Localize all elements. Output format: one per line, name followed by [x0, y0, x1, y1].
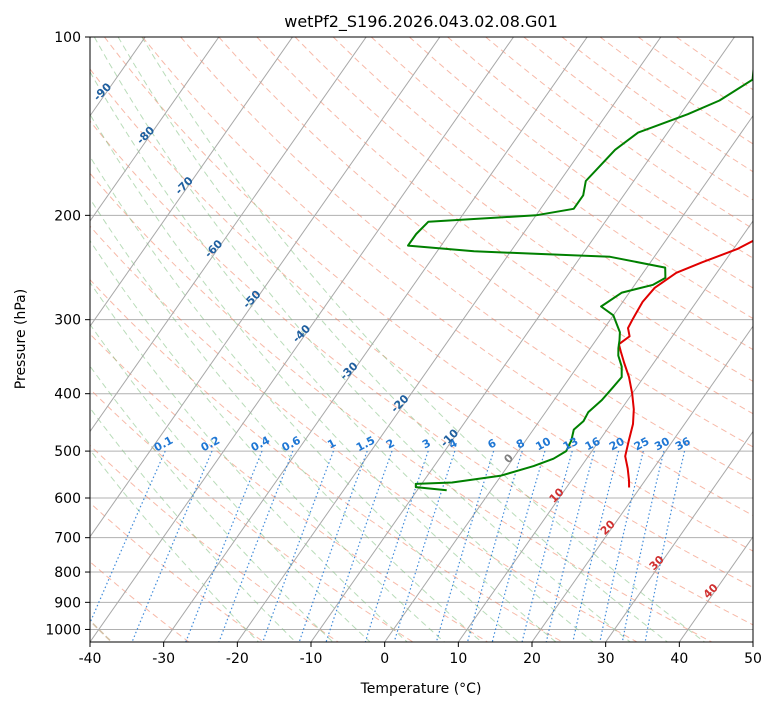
- mixing-ratio-label: 13: [561, 435, 581, 454]
- dry-adiabat: [90, 561, 190, 642]
- dry-adiabat: [142, 37, 753, 517]
- x-tick-label: 30: [597, 651, 615, 667]
- mixing-ratio-line: [599, 450, 644, 642]
- mixing-ratio-label: 25: [632, 435, 652, 454]
- y-tick-label: 1000: [45, 622, 81, 638]
- pressure-gridlines: [90, 37, 753, 630]
- isotherm-line: [310, 37, 736, 642]
- x-tick-label: -10: [300, 651, 323, 667]
- moist-adiabat: [90, 365, 334, 642]
- mixing-ratio-line: [491, 450, 546, 642]
- y-tick-label: 200: [54, 208, 81, 224]
- y-tick-label: 900: [54, 595, 81, 611]
- mixing-ratio-line: [466, 450, 523, 642]
- mixing-ratio-line: [131, 450, 213, 642]
- mixing-ratio-label: 30: [652, 435, 672, 454]
- dewpoint-line: [407, 63, 753, 492]
- dry-adiabat: [90, 68, 753, 589]
- x-tick-label: -20: [226, 651, 249, 667]
- mixing-ratio-label: 10: [533, 435, 553, 454]
- dry-adiabat: [90, 444, 340, 642]
- y-axis-title: Pressure (hPa): [13, 289, 29, 389]
- dry-adiabat: [90, 388, 414, 642]
- dry-adiabat: [104, 37, 753, 552]
- mixing-ratio-line: [621, 450, 665, 642]
- x-tick-label: 40: [670, 651, 688, 667]
- isotherm-line: [90, 37, 367, 433]
- mixing-ratio-line: [325, 450, 393, 642]
- moist-adiabat: [117, 37, 669, 642]
- y-tick-label: 300: [54, 313, 81, 329]
- x-tick-label: 0: [380, 651, 389, 667]
- dry-adiabat: [90, 278, 564, 642]
- sounding-series: [407, 63, 753, 492]
- isotherm-line: [90, 37, 294, 328]
- mixing-ratio-line: [393, 450, 456, 642]
- isotherm-line: [236, 37, 662, 642]
- moist-adiabat: [93, 37, 632, 642]
- chart-title: wetPf2_S196.2026.043.02.08.G01: [284, 12, 558, 32]
- dry-adiabat: [180, 37, 753, 482]
- mixing-ratio-line: [364, 450, 429, 642]
- isotherm-line: [678, 535, 753, 642]
- skewed-isotherms: [90, 37, 753, 642]
- plot-frame: [89, 36, 754, 643]
- y-tick-label: 400: [54, 387, 81, 403]
- dry-adiabats: [90, 37, 753, 642]
- isotherm-line: [605, 430, 753, 642]
- moist-adiabat: [90, 323, 371, 642]
- x-tick-label: 20: [523, 651, 541, 667]
- mixing-ratio-lines: [90, 450, 686, 642]
- isotherm-line: [163, 37, 588, 642]
- isotherm-line: [90, 37, 441, 538]
- isotherm-line: [457, 220, 753, 642]
- y-tick-label: 600: [54, 491, 81, 507]
- x-tick-label: 50: [744, 651, 762, 667]
- y-axis-ticks: 100 200 300 400 500 600 700 800 900 1000: [45, 30, 90, 638]
- mixing-ratio-label: 20: [607, 435, 627, 454]
- moist-adiabat: [90, 70, 594, 642]
- x-axis-title: Temperature (°C): [360, 681, 482, 697]
- mixing-ratio-line: [572, 450, 620, 642]
- mixing-ratio-line: [435, 450, 495, 642]
- y-tick-label: 800: [54, 565, 81, 581]
- dry-adiabat: [90, 120, 753, 626]
- dry-adiabat: [90, 225, 639, 642]
- moist-adiabat: [90, 113, 557, 642]
- mixing-ratio-label: 36: [673, 435, 693, 454]
- x-tick-label: 10: [449, 651, 467, 667]
- temperature-line: [617, 239, 753, 488]
- moist-adiabat: [90, 407, 297, 642]
- x-tick-label: -40: [79, 651, 102, 667]
- y-tick-label: 100: [54, 30, 81, 46]
- moist-adiabats: [90, 37, 706, 642]
- isotherm-line: [384, 114, 753, 642]
- x-tick-label: -30: [152, 651, 175, 667]
- y-tick-label: 500: [54, 444, 81, 460]
- y-tick-label: 700: [54, 531, 81, 547]
- moist-adiabat: [141, 37, 706, 642]
- mixing-ratio-line: [298, 450, 368, 642]
- dry-adiabat: [90, 333, 489, 642]
- dry-adiabat: [90, 172, 713, 642]
- moist-adiabat: [90, 239, 446, 642]
- mixing-ratio-label: 16: [583, 435, 603, 454]
- mixing-ratio-line: [262, 450, 334, 642]
- isotherm-line: [531, 325, 753, 642]
- isotherm-line: [90, 37, 515, 642]
- isotherm-line: [90, 37, 220, 222]
- dry-adiabat: [90, 502, 265, 642]
- x-axis-ticks: -40 -30 -20 -10 0 10 20 30 40 50: [79, 642, 762, 667]
- mixing-ratio-line: [644, 450, 686, 642]
